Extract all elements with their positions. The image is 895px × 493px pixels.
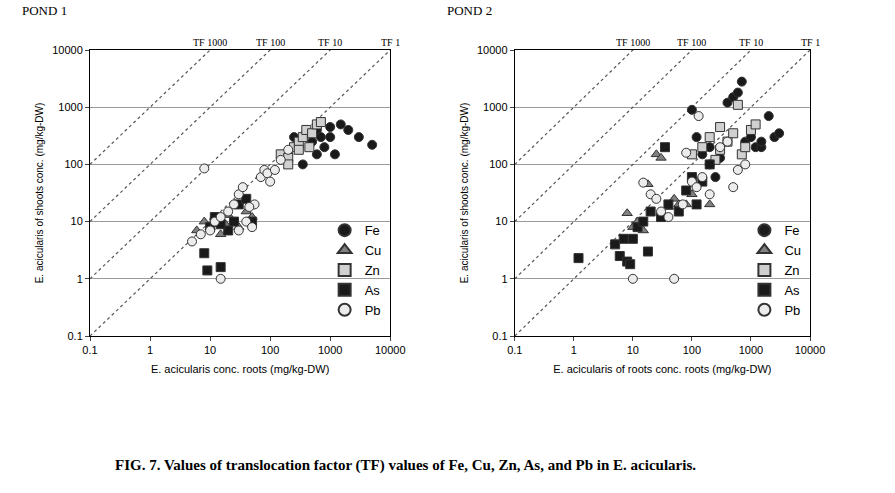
svg-text:10: 10 [204, 344, 216, 356]
svg-text:Fe: Fe [784, 223, 799, 238]
svg-text:As: As [784, 283, 800, 298]
svg-text:1000: 1000 [318, 344, 342, 356]
svg-text:Pb: Pb [784, 303, 800, 318]
svg-text:FIG. 7. Values of translocatio: FIG. 7. Values of translocation factor (… [115, 457, 696, 474]
svg-text:Pb: Pb [365, 303, 381, 318]
svg-text:Fe: Fe [365, 223, 380, 238]
svg-text:E. acicularis of roots conc. r: E. acicularis of roots conc. roots (mg/k… [553, 363, 771, 375]
svg-text:Zn: Zn [784, 263, 799, 278]
svg-text:10000: 10000 [375, 344, 406, 356]
svg-text:100: 100 [683, 344, 701, 356]
svg-text:10000: 10000 [795, 344, 826, 356]
svg-text:1000: 1000 [739, 344, 763, 356]
svg-text:TF 10: TF 10 [318, 37, 342, 48]
svg-text:10: 10 [627, 344, 639, 356]
svg-text:10: 10 [71, 215, 83, 227]
svg-text:1: 1 [501, 273, 507, 285]
svg-text:0.1: 0.1 [492, 330, 507, 342]
svg-text:POND 1: POND 1 [22, 3, 67, 18]
svg-text:TF 1: TF 1 [801, 37, 820, 48]
svg-text:Zn: Zn [365, 263, 380, 278]
svg-text:As: As [365, 283, 381, 298]
svg-text:1000: 1000 [483, 101, 507, 113]
svg-text:TF 100: TF 100 [677, 37, 706, 48]
svg-text:1: 1 [571, 344, 577, 356]
svg-text:100: 100 [64, 158, 82, 170]
svg-text:1: 1 [147, 344, 153, 356]
svg-text:TF 1000: TF 1000 [616, 37, 650, 48]
svg-text:0.1: 0.1 [82, 344, 97, 356]
svg-text:100: 100 [261, 344, 279, 356]
svg-text:Cu: Cu [784, 243, 801, 258]
svg-text:0.1: 0.1 [68, 330, 83, 342]
svg-text:10: 10 [495, 215, 507, 227]
svg-text:TF 10: TF 10 [739, 37, 763, 48]
svg-text:E. acicularis of shoots conc.: E. acicularis of shoots conc. (mg/kg-DW) [459, 103, 470, 284]
svg-text:E. acicularis of shoots conc.: E. acicularis of shoots conc. (mg/kg-DW) [34, 103, 45, 284]
svg-text:10000: 10000 [477, 44, 508, 56]
svg-text:E. acicularis conc. roots (mg/: E. acicularis conc. roots (mg/kg-DW) [151, 363, 329, 375]
svg-text:1000: 1000 [58, 101, 82, 113]
svg-text:0.1: 0.1 [507, 344, 522, 356]
svg-text:1: 1 [77, 273, 83, 285]
svg-text:100: 100 [489, 158, 507, 170]
svg-text:TF 100: TF 100 [256, 37, 285, 48]
svg-text:Cu: Cu [365, 243, 382, 258]
svg-text:TF 1: TF 1 [381, 37, 400, 48]
svg-text:TF 1000: TF 1000 [193, 37, 227, 48]
svg-text:POND 2: POND 2 [447, 3, 492, 18]
svg-text:10000: 10000 [52, 44, 83, 56]
